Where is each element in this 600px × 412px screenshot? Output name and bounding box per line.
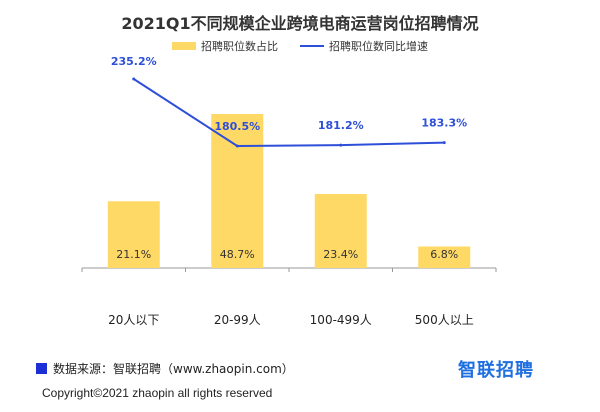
bar-2: [314, 194, 367, 268]
brand-logo: 智联招聘: [458, 360, 534, 381]
growth-label-1: 180.5%: [214, 120, 260, 133]
growth-label-3: 183.3%: [421, 117, 467, 130]
copyright-text: Copyright©2021 zhaopin all rights reserv…: [42, 386, 273, 400]
legend-line-label: 招聘职位数同比增速: [329, 40, 428, 53]
category-label-1: 20-99人: [214, 313, 261, 327]
bar-label-0: 21.1%: [116, 248, 151, 261]
growth-point-0: [132, 77, 136, 81]
chart-title: 2021Q1不同规模企业跨境电商运营岗位招聘情况: [121, 14, 479, 33]
category-label-0: 20人以下: [108, 313, 159, 327]
legend: 招聘职位数占比 招聘职位数同比增速: [0, 38, 600, 54]
legend-item-bar: 招聘职位数占比: [172, 38, 278, 54]
bar-label-2: 23.4%: [323, 248, 358, 261]
chart-plot: 21.1% 20人以下 48.7% 20-99人 23.4% 100-499人 6.8% 50…: [81, 55, 497, 327]
category-label-3: 500人以上: [415, 313, 474, 327]
legend-line-swatch: [300, 45, 324, 47]
source-note: 数据来源：智联招聘（www.zhaopin.com）: [36, 360, 294, 377]
legend-item-line: 招聘职位数同比增速: [300, 38, 428, 54]
growth-label-2: 181.2%: [318, 119, 364, 132]
legend-bar-label: 招聘职位数占比: [201, 40, 278, 53]
bar-label-1: 48.7%: [220, 248, 255, 261]
legend-bar-swatch: [172, 42, 196, 50]
source-marker: [36, 363, 47, 374]
growth-point-1: [235, 144, 239, 148]
source-text: 数据来源：智联招聘（www.zhaopin.com）: [53, 362, 294, 376]
bar-3: [418, 246, 471, 268]
growth-point-3: [442, 141, 446, 145]
bar-0: [107, 201, 160, 268]
growth-point-2: [339, 143, 343, 147]
category-label-2: 100-499人: [310, 313, 372, 327]
bar-1: [211, 114, 264, 268]
growth-label-0: 235.2%: [111, 55, 157, 68]
bar-label-3: 6.8%: [430, 248, 458, 261]
growth-line: [133, 78, 445, 148]
